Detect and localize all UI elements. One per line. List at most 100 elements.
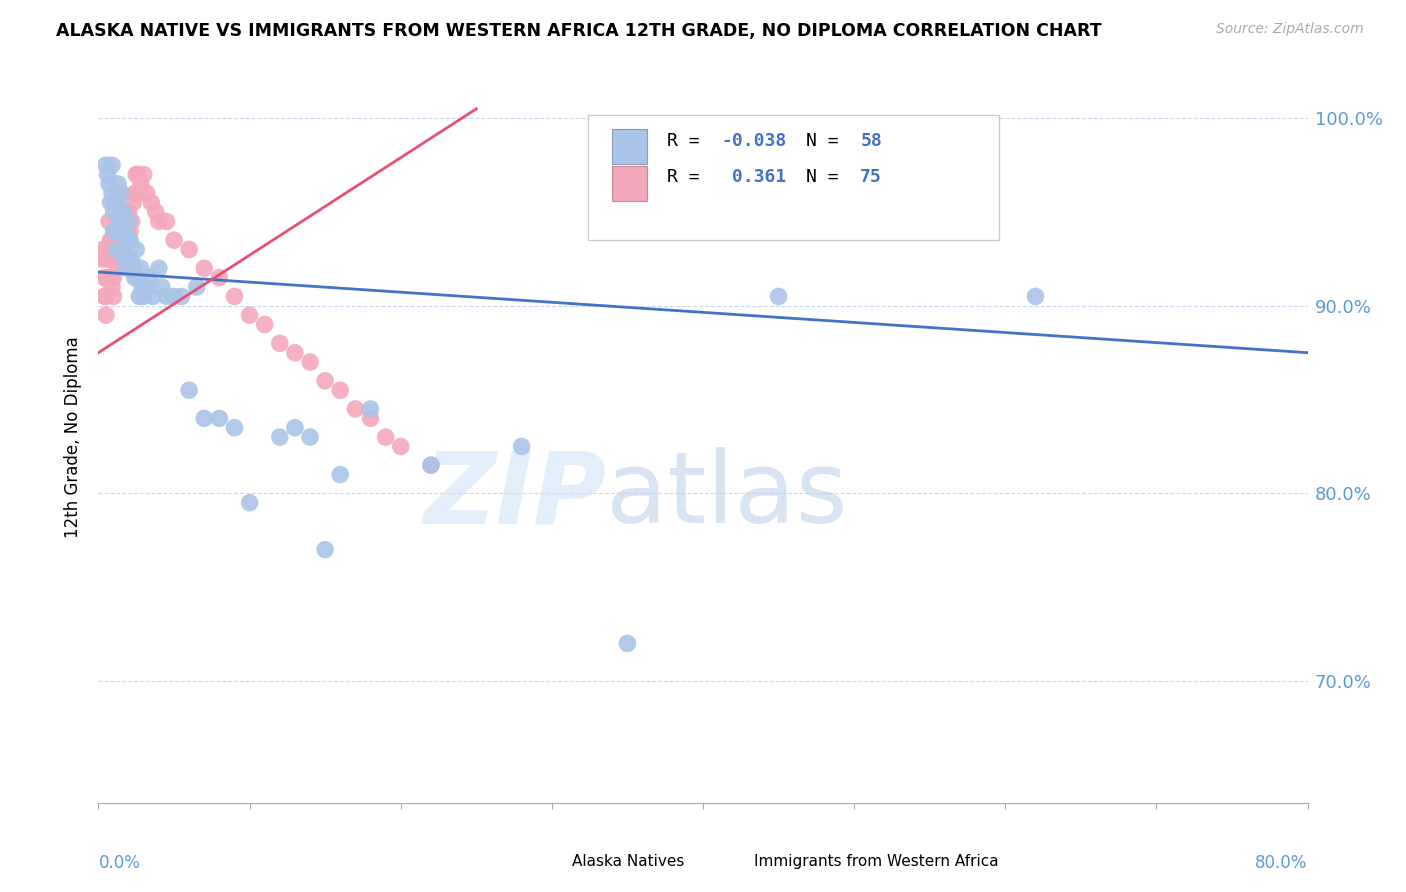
Point [101,252,124,266]
Point [112,214,135,228]
Point [103,224,125,238]
Point [510,440,533,454]
Point [114,233,136,247]
Point [155,289,177,303]
Point [110,243,132,257]
Point [107,177,129,191]
Point [104,252,127,266]
Point [108,252,131,266]
Point [193,411,215,425]
Point [96,243,118,257]
Point [150,280,173,294]
Point [118,252,141,266]
Point [101,233,124,247]
Point [131,280,153,294]
Point [100,252,122,266]
Point [105,195,128,210]
Point [132,168,155,182]
Point [132,289,155,303]
Point [141,195,163,210]
Point [170,289,193,303]
Point [163,289,186,303]
Point [389,440,412,454]
Point [148,261,170,276]
Point [360,401,382,416]
Text: 80.0%: 80.0% [1256,854,1308,872]
Point [299,430,322,444]
Point [103,205,125,219]
Point [208,270,231,285]
Point [344,401,367,416]
Text: N =: N = [806,132,838,150]
Point [100,195,122,210]
Text: Source: ZipAtlas.com: Source: ZipAtlas.com [1216,22,1364,37]
Point [104,224,127,238]
FancyBboxPatch shape [543,853,569,874]
Point [239,496,262,510]
Text: R =: R = [666,169,710,186]
Point [96,168,118,182]
Point [118,252,141,266]
Point [96,270,118,285]
Text: ALASKA NATIVE VS IMMIGRANTS FROM WESTERN AFRICA 12TH GRADE, NO DIPLOMA CORRELATI: ALASKA NATIVE VS IMMIGRANTS FROM WESTERN… [56,22,1102,40]
FancyBboxPatch shape [724,853,751,874]
Point [91,243,114,257]
Point [110,224,132,238]
Point [145,205,167,219]
Point [127,270,149,285]
Point [108,224,131,238]
Point [186,280,208,294]
Point [98,177,121,191]
Point [101,186,124,201]
Point [121,214,143,228]
Point [90,252,112,266]
Text: ZIP: ZIP [423,447,606,544]
Point [101,158,124,172]
Point [110,214,132,228]
Point [115,233,138,247]
Point [111,214,134,228]
Point [110,186,132,201]
Point [103,243,125,257]
Text: atlas: atlas [606,447,848,544]
Point [314,542,336,557]
Point [107,252,129,266]
Point [111,205,134,219]
Point [94,270,117,285]
Point [100,233,122,247]
Point [98,252,121,266]
Text: N =: N = [806,169,838,186]
Point [125,243,148,257]
Point [93,289,115,303]
Point [179,383,201,397]
Point [118,205,141,219]
Point [329,383,352,397]
Text: R =: R = [666,132,710,150]
Point [120,224,142,238]
Text: 58: 58 [860,132,882,150]
Point [118,214,141,228]
Point [122,261,145,276]
FancyBboxPatch shape [613,166,647,201]
Text: 0.0%: 0.0% [98,854,141,872]
Point [128,289,150,303]
Point [193,261,215,276]
Point [94,289,117,303]
Text: 75: 75 [860,169,882,186]
Point [269,336,291,351]
Point [101,280,124,294]
Point [284,345,307,359]
Point [111,243,134,257]
Y-axis label: 12th Grade, No Diploma: 12th Grade, No Diploma [65,336,83,538]
Point [1024,289,1046,303]
Point [208,411,231,425]
Point [104,195,127,210]
Point [124,270,146,285]
Point [103,270,125,285]
Point [224,420,246,434]
Point [114,261,136,276]
Point [253,318,276,332]
Point [163,233,186,247]
Point [112,243,135,257]
Point [114,224,136,238]
